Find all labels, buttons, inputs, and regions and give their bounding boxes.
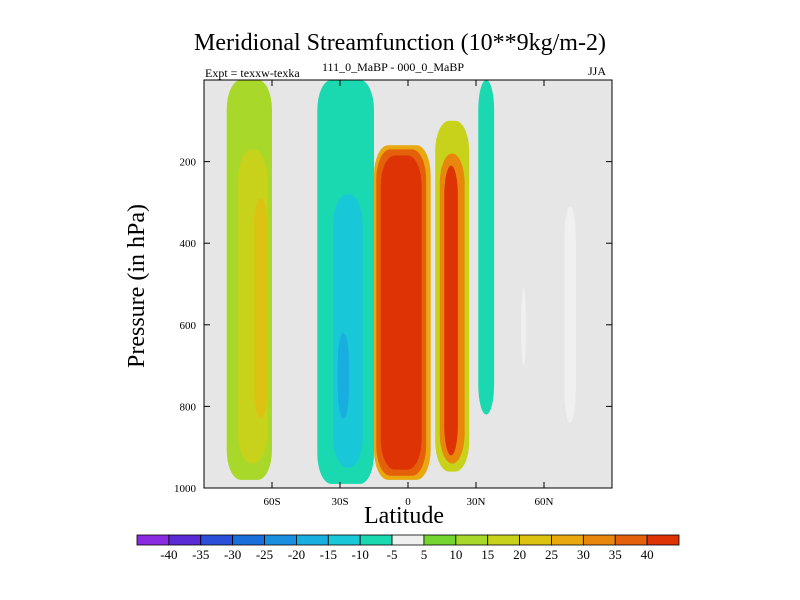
- colorbar-label-10: 15: [481, 547, 494, 562]
- x-tick-label-0: 60S: [263, 496, 280, 508]
- colorbar-label-15: 40: [641, 547, 654, 562]
- experiment-label: Expt = texxw-texka: [205, 66, 300, 80]
- contour-region-8: [380, 155, 422, 470]
- colorbar-swatch-5: [296, 534, 329, 546]
- x-axis-label: Latitude: [364, 503, 444, 529]
- colorbar-swatch-11: [487, 534, 520, 546]
- colorbar-label-12: 25: [545, 547, 558, 562]
- colorbar-label-6: -10: [352, 547, 369, 562]
- colorbar-swatch-9: [423, 534, 457, 546]
- y-tick-label-2: 600: [180, 320, 197, 332]
- x-tick-label-3: 30N: [467, 496, 486, 508]
- colorbar-label-3: -25: [256, 547, 273, 562]
- contour-region-4: [333, 194, 363, 468]
- colorbar-swatch-12: [519, 534, 552, 546]
- colorbar-swatch-15: [614, 534, 648, 546]
- colorbar-label-2: -30: [224, 547, 241, 562]
- y-tick-label-3: 800: [180, 401, 197, 413]
- colorbar-label-7: -5: [387, 547, 398, 562]
- chart-title: Meridional Streamfunction (10**9kg/m-2): [194, 30, 606, 56]
- y-tick-label-0: 200: [180, 157, 197, 169]
- colorbar-swatch-13: [551, 534, 584, 546]
- colorbar-label-0: -40: [160, 547, 177, 562]
- contour-region-11: [444, 165, 458, 456]
- colorbar-label-8: 5: [421, 547, 428, 562]
- colorbar-label-1: -35: [192, 547, 209, 562]
- y-tick-label-4: 1000: [174, 483, 197, 495]
- x-tick-label-4: 60N: [535, 496, 554, 508]
- colorbar-label-13: 30: [577, 547, 590, 562]
- period-label: 111_0_MaBP - 000_0_MaBP: [322, 60, 465, 74]
- colorbar-label-9: 10: [449, 547, 462, 562]
- colorbar-swatch-2: [200, 534, 234, 546]
- colorbar-swatch-0: [136, 534, 170, 546]
- season-label: JJA: [588, 64, 607, 78]
- contour-region-13: [521, 288, 526, 366]
- colorbar-swatch-3: [232, 534, 265, 546]
- colorbar-label-5: -15: [320, 547, 337, 562]
- colorbar-swatch-6: [327, 534, 361, 546]
- x-tick-label-2: 0: [405, 496, 411, 508]
- colorbar-swatch-10: [455, 534, 489, 546]
- colorbar-swatch-1: [168, 534, 202, 546]
- colorbar-swatch-16: [646, 534, 680, 546]
- colorbar-swatch-7: [359, 534, 393, 546]
- x-tick-label-1: 30S: [331, 496, 348, 508]
- contour-region-12: [478, 80, 495, 415]
- colorbar-swatch-4: [264, 534, 297, 546]
- colorbar-swatch-14: [582, 534, 616, 546]
- contour-region-5: [337, 332, 350, 419]
- contour-region-2: [253, 198, 268, 419]
- contour-region-14: [564, 206, 576, 423]
- y-tick-label-1: 400: [180, 238, 197, 250]
- colorbar-label-4: -20: [288, 547, 305, 562]
- colorbar-swatch-8: [391, 534, 425, 546]
- colorbar-label-11: 20: [513, 547, 526, 562]
- colorbar-label-14: 35: [609, 547, 622, 562]
